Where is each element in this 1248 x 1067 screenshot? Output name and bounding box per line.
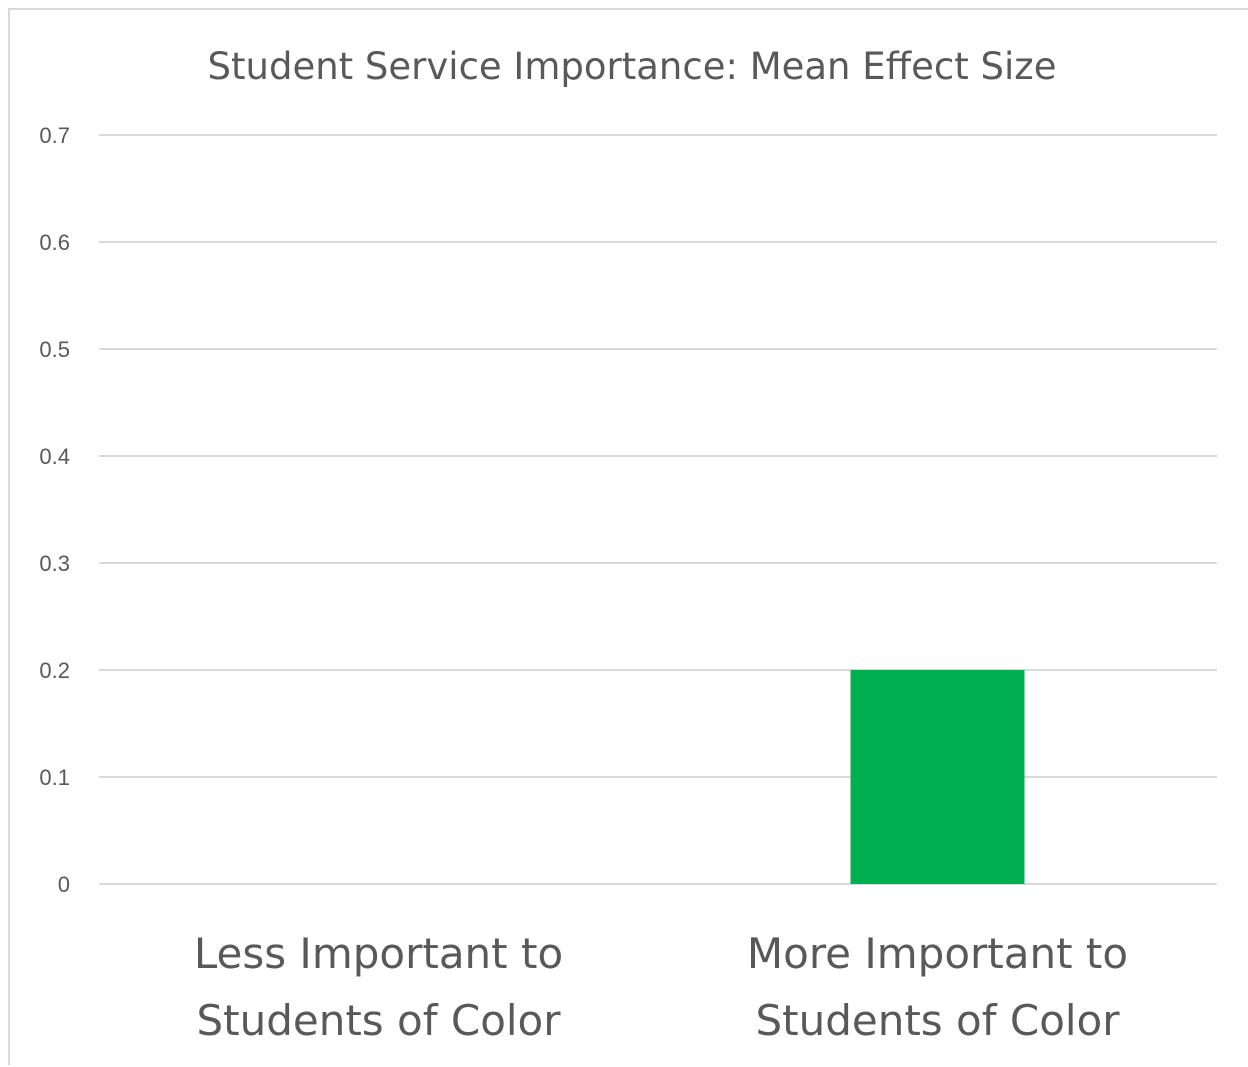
chart-area: Student Service Importance: Mean Effect … — [8, 8, 1248, 1065]
y-tick-label: 0 — [58, 872, 70, 897]
y-tick-label: 0.1 — [39, 765, 70, 790]
x-axis-tick-labels: Less Important to Students of Color More I… — [194, 929, 1128, 1045]
y-tick-label: 0.7 — [39, 123, 70, 148]
y-tick-label: 0.4 — [39, 444, 70, 469]
chart-title: Student Service Importance: Mean Effect … — [208, 45, 1057, 88]
x-tick-label: Less Important to — [194, 929, 563, 978]
y-tick-label: 0.5 — [39, 337, 70, 362]
x-tick-label: Students of Color — [196, 996, 561, 1045]
y-axis-tick-labels: 0 0.1 0.2 0.3 0.4 0.5 0.6 0.7 — [39, 123, 70, 897]
y-tick-label: 0.2 — [39, 658, 70, 683]
bar-chart: Student Service Importance: Mean Effect … — [39, 45, 1217, 1045]
x-tick-label: Students of Color — [755, 996, 1120, 1045]
bar — [850, 670, 1025, 884]
x-tick-label: More Important to — [747, 929, 1128, 978]
bars — [850, 670, 1025, 884]
y-tick-label: 0.3 — [39, 551, 70, 576]
gridlines — [99, 134, 1217, 885]
y-tick-label: 0.6 — [39, 230, 70, 255]
